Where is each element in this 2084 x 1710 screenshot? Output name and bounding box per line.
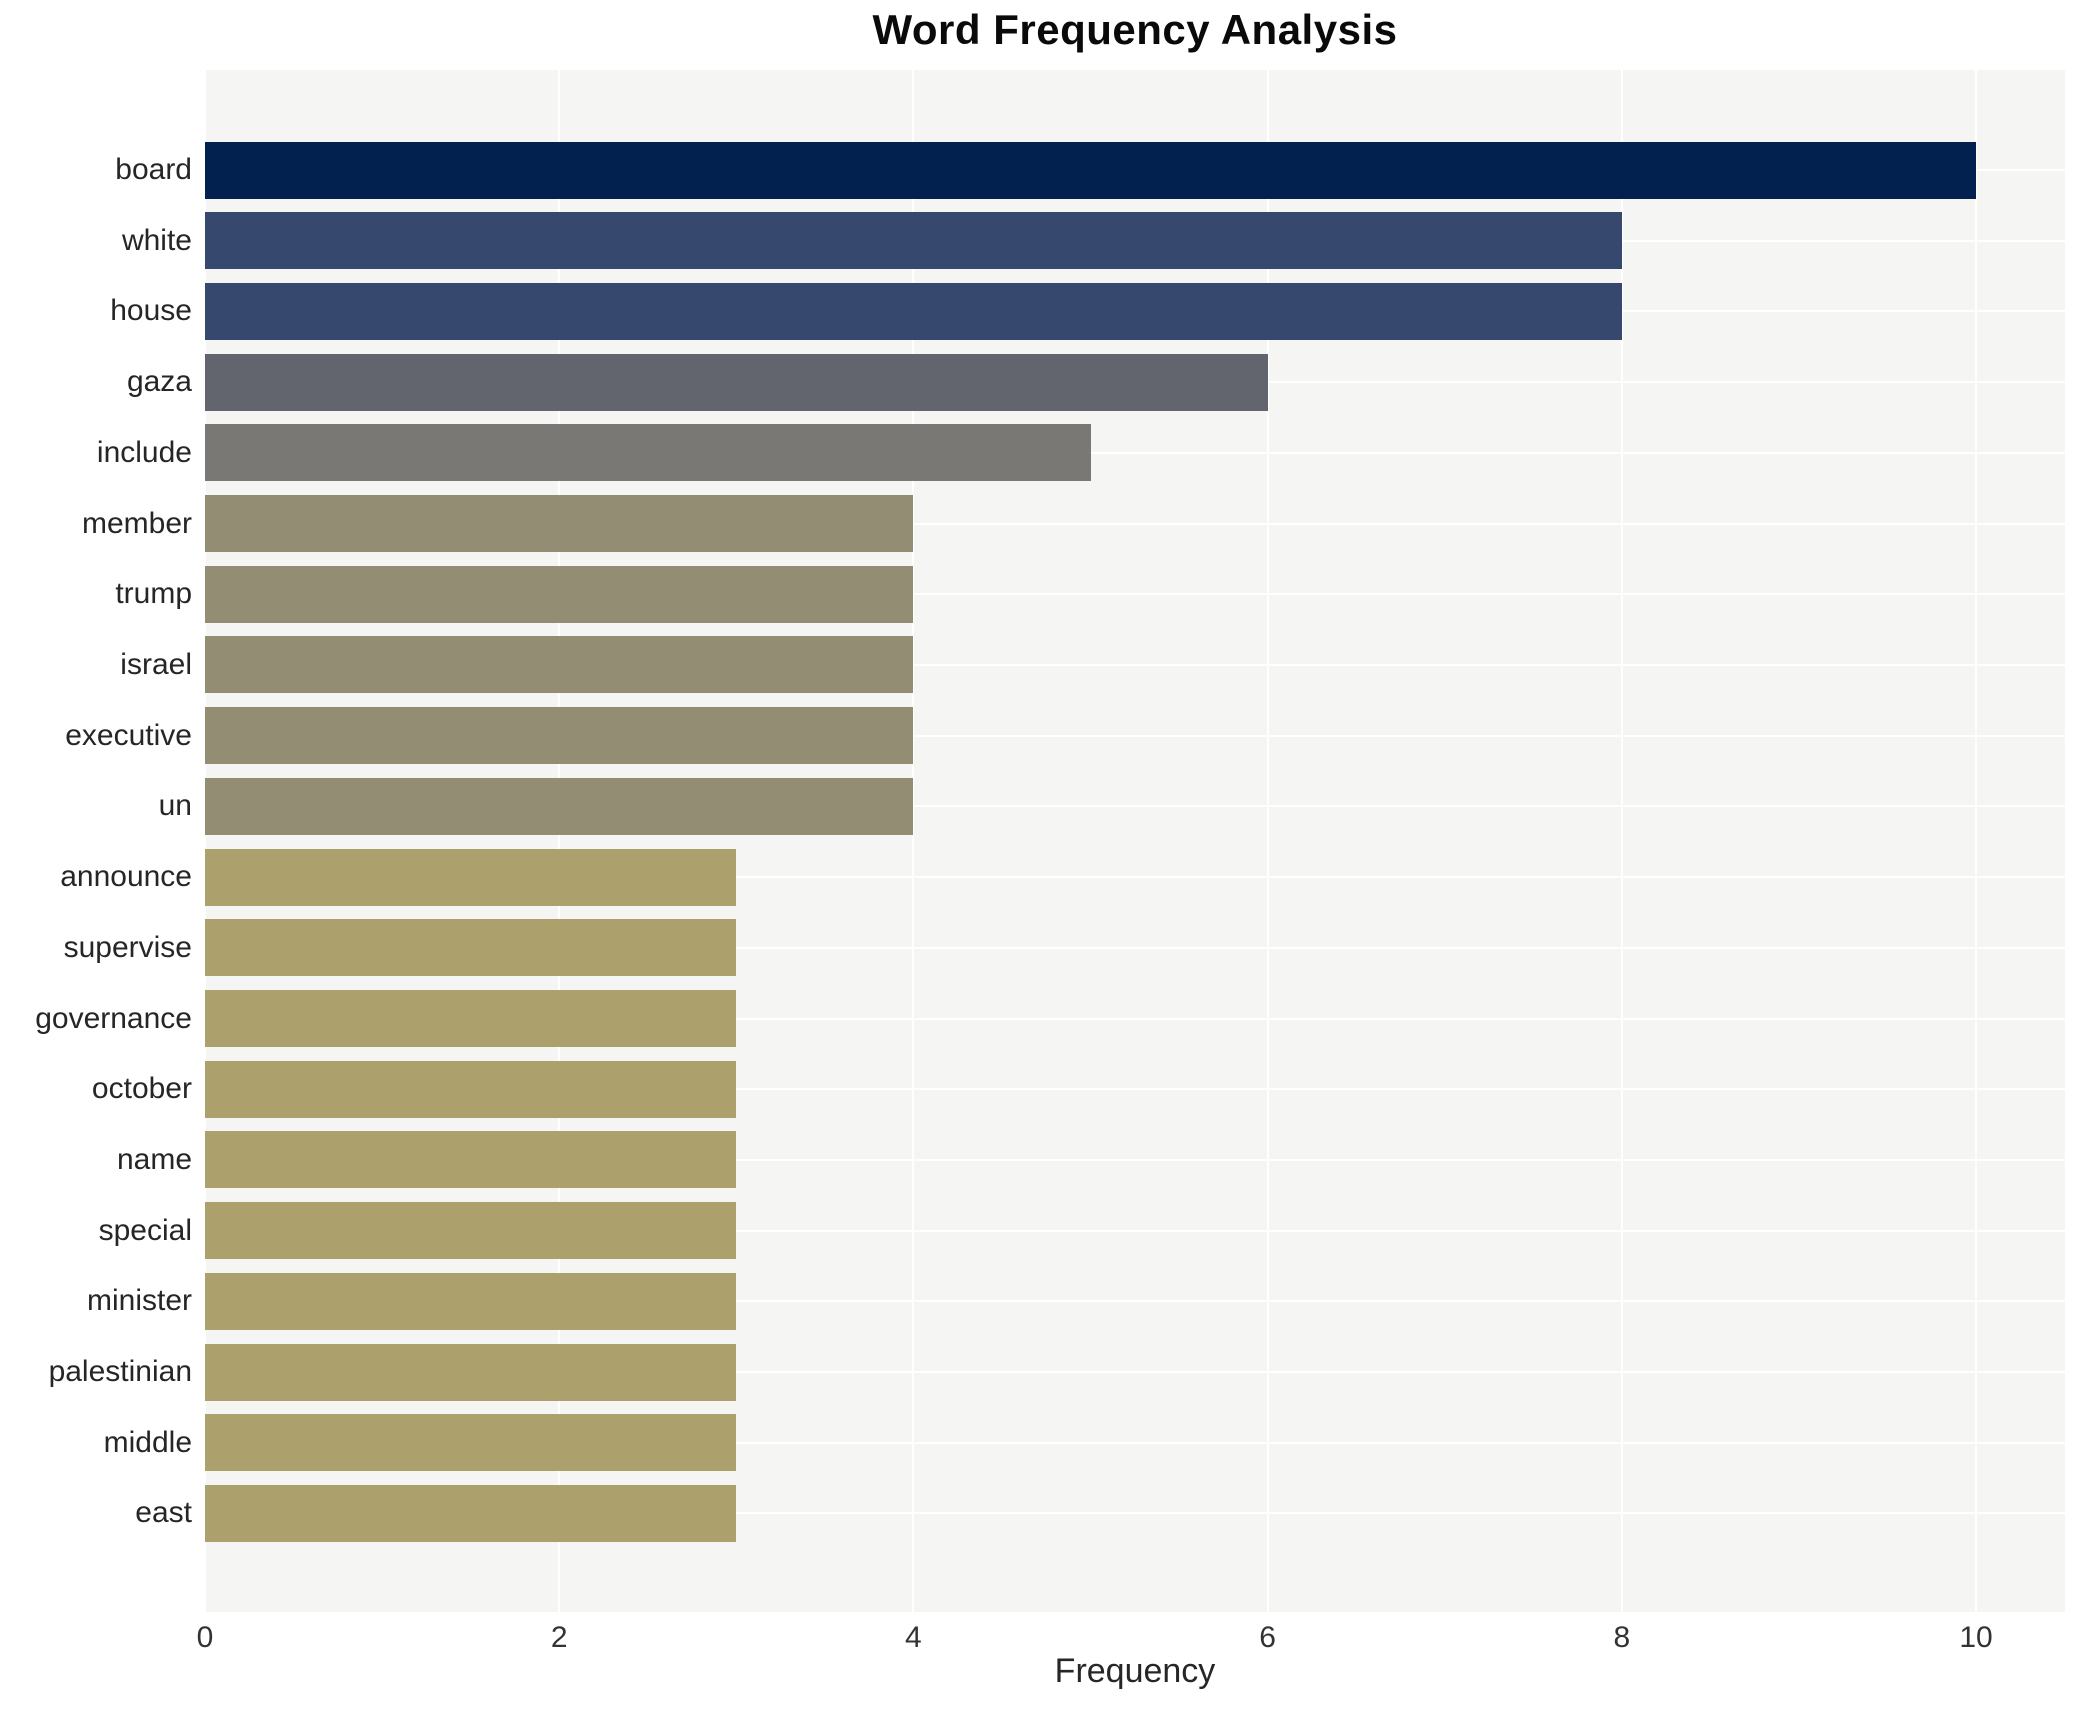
bar-announce	[205, 848, 737, 906]
y-label-board: board	[115, 153, 192, 186]
y-label-member: member	[81, 506, 192, 540]
y-label-middle: middle	[103, 1425, 192, 1459]
gridline-row-un	[205, 805, 2065, 808]
gridline-row-trump	[205, 593, 2065, 596]
gridline-xtick-6	[1266, 70, 1269, 1612]
y-label-governance: governance	[35, 1001, 192, 1035]
x-tick-6: 6	[1259, 1621, 1276, 1654]
gridline-row-israel	[205, 663, 2065, 666]
x-tick-2: 2	[550, 1621, 568, 1654]
gridline-xtick-0	[204, 70, 206, 1612]
bar-trump	[205, 565, 914, 623]
x-tick-8: 8	[1613, 1621, 1631, 1654]
bar-israel	[205, 636, 914, 694]
y-label-white: white	[121, 223, 192, 257]
gridline-xtick-8	[1620, 70, 1623, 1612]
gridline-row-announce	[205, 876, 2065, 879]
gridline-row-october	[205, 1088, 2065, 1091]
gridline-row-governance	[205, 1017, 2065, 1020]
y-label-supervise: supervise	[63, 930, 192, 964]
gridline-row-executive	[205, 734, 2065, 737]
y-label-minister: minister	[86, 1284, 192, 1318]
bar-include	[205, 424, 1091, 482]
x-tick-0: 0	[196, 1621, 214, 1654]
gridline-row-supervise	[205, 946, 2065, 949]
bar-east	[205, 1484, 737, 1542]
gridline-xtick-4	[912, 70, 915, 1612]
bar-supervise	[205, 919, 737, 977]
bar-palestinian	[205, 1343, 737, 1401]
y-label-house: house	[110, 294, 192, 328]
plot-area	[204, 70, 2065, 1612]
chart-title: Word Frequency Analysis	[872, 6, 1398, 53]
y-label-name: name	[116, 1142, 192, 1176]
y-label-trump: trump	[115, 577, 192, 611]
gridline-row-special	[205, 1229, 2065, 1232]
y-label-un: un	[158, 789, 192, 823]
gridline-row-east	[205, 1512, 2065, 1515]
bar-white	[205, 212, 1622, 270]
bar-minister	[205, 1272, 737, 1330]
x-axis-title: Frequency	[1054, 1652, 1216, 1690]
y-label-special: special	[98, 1213, 192, 1247]
y-label-include: include	[96, 435, 192, 469]
y-label-east: east	[135, 1496, 192, 1530]
bar-october	[205, 1060, 737, 1118]
gridline-row-include	[205, 451, 2065, 454]
y-label-palestinian: palestinian	[48, 1355, 192, 1389]
bar-name	[205, 1131, 737, 1189]
bar-member	[205, 495, 914, 553]
gridline-row-palestinian	[205, 1371, 2065, 1374]
gridline-xtick-2	[558, 70, 561, 1612]
gridline-row-middle	[205, 1441, 2065, 1444]
x-tick-4: 4	[905, 1621, 922, 1654]
bar-house	[205, 282, 1622, 340]
gridline-row-member	[205, 522, 2065, 525]
bar-middle	[205, 1414, 737, 1472]
y-label-october: october	[91, 1072, 192, 1106]
bar-un	[205, 777, 914, 835]
bar-special	[205, 1202, 737, 1260]
x-tick-10: 10	[1959, 1621, 1993, 1654]
y-label-israel: israel	[120, 647, 192, 681]
bar-gaza	[205, 353, 1268, 411]
gridline-row-name	[205, 1158, 2065, 1161]
y-label-announce: announce	[60, 860, 192, 894]
gridline-xtick-10	[1975, 70, 1977, 1612]
y-label-executive: executive	[65, 718, 192, 752]
bar-executive	[205, 707, 914, 765]
gridline-row-minister	[205, 1300, 2065, 1303]
bar-board	[205, 141, 1976, 199]
bar-governance	[205, 990, 737, 1048]
y-label-gaza: gaza	[126, 365, 192, 399]
